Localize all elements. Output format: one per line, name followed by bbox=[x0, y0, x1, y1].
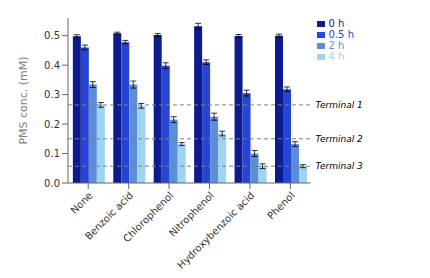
svg-text:Nitrophenol: Nitrophenol bbox=[167, 189, 216, 239]
svg-text:None: None bbox=[68, 190, 94, 216]
svg-text:Benzoic acid: Benzoic acid bbox=[82, 189, 136, 242]
html-text:2 h: 2 h bbox=[328, 40, 345, 51]
svg-text:0.3: 0.3 bbox=[44, 89, 60, 100]
svg-text:Terminal 3: Terminal 3 bbox=[316, 161, 363, 171]
html-text:0.5 h: 0.5 h bbox=[328, 29, 354, 40]
svg-text:Terminal 2: Terminal 2 bbox=[316, 134, 363, 144]
svg-text:Phenol: Phenol bbox=[265, 190, 297, 222]
svg-text:0.1: 0.1 bbox=[44, 148, 60, 159]
svg-text:0.4: 0.4 bbox=[44, 60, 60, 71]
svg-text:0.5: 0.5 bbox=[44, 30, 60, 41]
svg-text:PMS conc. (mM): PMS conc. (mM) bbox=[17, 56, 30, 144]
svg-text:Terminal 1: Terminal 1 bbox=[316, 100, 363, 110]
html-text:0 h: 0 h bbox=[328, 18, 345, 29]
svg-text:0.0: 0.0 bbox=[44, 178, 60, 189]
svg-text:0.2: 0.2 bbox=[44, 119, 60, 130]
svg-text:Hydroxybenzoic acid: Hydroxybenzoic acid bbox=[175, 190, 256, 270]
svg-text:Chlorophenol: Chlorophenol bbox=[121, 190, 176, 245]
html-text:4 h: 4 h bbox=[328, 51, 345, 62]
